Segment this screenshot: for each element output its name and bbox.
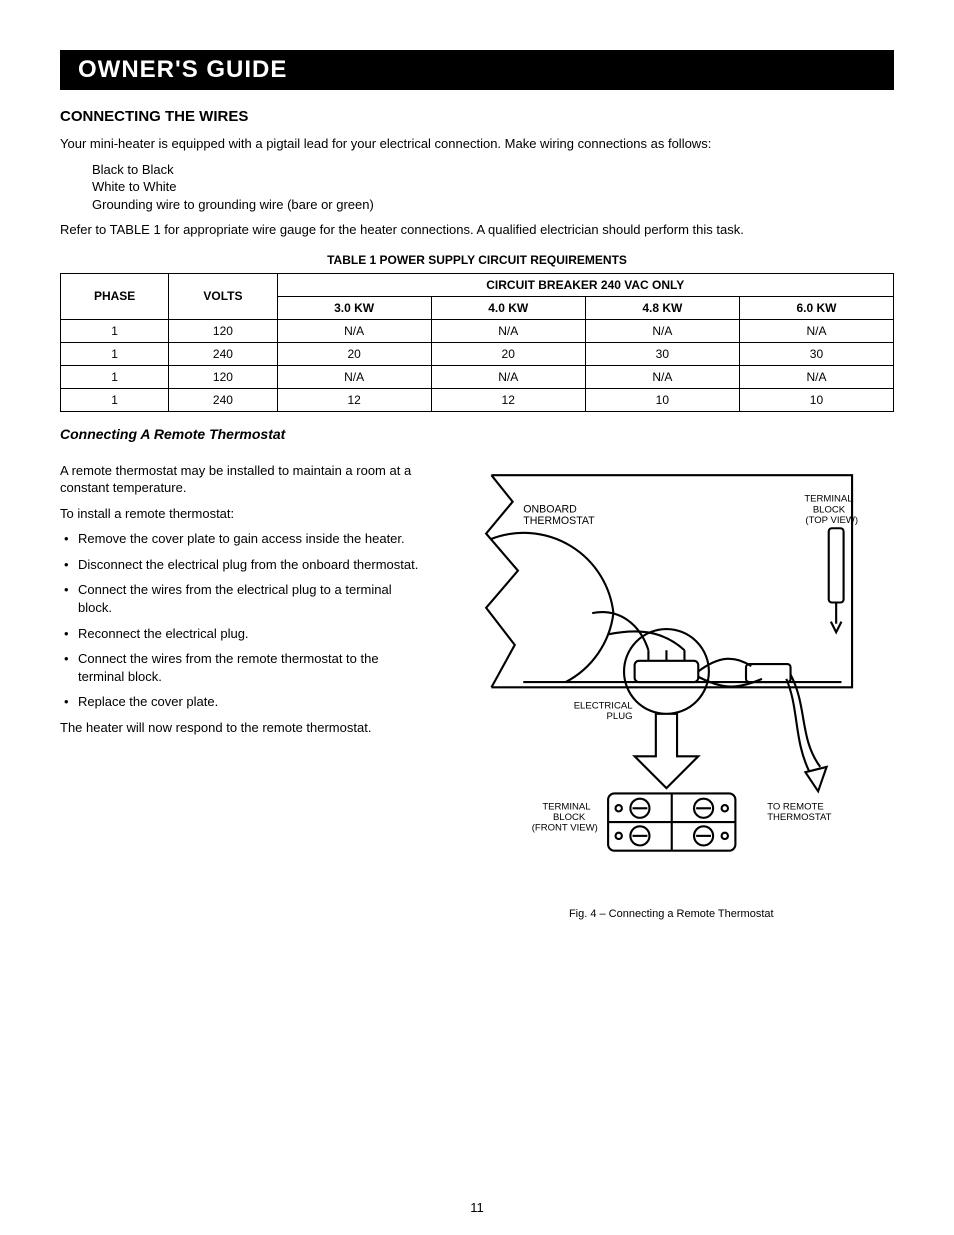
para-responds: The heater will now respond to the remot… <box>60 719 425 737</box>
list-item: Disconnect the electrical plug from the … <box>60 556 425 574</box>
cell: 120 <box>169 319 277 342</box>
cell: N/A <box>739 319 893 342</box>
figure-4: ONBOARD THERMOSTAT TERMINAL BLOCK (TOP V… <box>449 454 895 905</box>
table-row: 1 240 20 20 30 30 <box>61 342 894 365</box>
cell: 10 <box>739 388 893 411</box>
table-row: 1 120 N/A N/A N/A N/A <box>61 319 894 342</box>
svg-text:THERMOSTAT: THERMOSTAT <box>523 515 595 527</box>
list-item: Remove the cover plate to gain access in… <box>60 530 425 548</box>
table-row: 1 240 12 12 10 10 <box>61 388 894 411</box>
svg-text:BLOCK: BLOCK <box>552 812 585 823</box>
list-item: Connect the wires from the electrical pl… <box>60 581 425 616</box>
wire-line-1: Black to Black <box>92 162 174 177</box>
cell: N/A <box>431 319 585 342</box>
th-phase: PHASE <box>61 273 169 319</box>
cell: 20 <box>431 342 585 365</box>
intro-line: To install a remote thermostat: <box>60 505 425 523</box>
label-onboard: ONBOARD <box>523 503 577 515</box>
cell: 12 <box>431 388 585 411</box>
table1-caption: TABLE 1 POWER SUPPLY CIRCUIT REQUIREMENT… <box>60 253 894 267</box>
list-item: Replace the cover plate. <box>60 693 425 711</box>
cell: N/A <box>277 365 431 388</box>
svg-text:(FRONT VIEW): (FRONT VIEW) <box>531 822 597 833</box>
cell: 20 <box>277 342 431 365</box>
cell: 120 <box>169 365 277 388</box>
cell: 240 <box>169 388 277 411</box>
cell: N/A <box>585 365 739 388</box>
header-bar: OWNER'S GUIDE <box>60 50 894 90</box>
install-steps: Remove the cover plate to gain access in… <box>60 530 425 710</box>
para-remote-intro: A remote thermostat may be installed to … <box>60 462 425 497</box>
th-group: CIRCUIT BREAKER 240 VAC ONLY <box>277 273 893 296</box>
cell: 12 <box>277 388 431 411</box>
cell: N/A <box>277 319 431 342</box>
cell: N/A <box>739 365 893 388</box>
para-refer: Refer to TABLE 1 for appropriate wire ga… <box>60 221 894 239</box>
table-row: 1 120 N/A N/A N/A N/A <box>61 365 894 388</box>
svg-text:(TOP VIEW): (TOP VIEW) <box>805 515 858 526</box>
wire-list: Black to Black White to White Grounding … <box>92 161 894 214</box>
cell: 240 <box>169 342 277 365</box>
sub-heading: Connecting A Remote Thermostat <box>60 426 894 442</box>
svg-text:ELECTRICAL: ELECTRICAL <box>573 700 632 711</box>
wire-line-3: Grounding wire to grounding wire (bare o… <box>92 197 374 212</box>
th-sub-0: 3.0 KW <box>277 296 431 319</box>
th-sub-3: 6.0 KW <box>739 296 893 319</box>
svg-text:THERMOSTAT: THERMOSTAT <box>767 812 831 823</box>
thermostat-diagram-svg: ONBOARD THERMOSTAT TERMINAL BLOCK (TOP V… <box>449 454 895 900</box>
cell: 1 <box>61 342 169 365</box>
list-item: Reconnect the electrical plug. <box>60 625 425 643</box>
cell: 1 <box>61 319 169 342</box>
svg-text:PLUG: PLUG <box>606 711 632 722</box>
cell: 30 <box>739 342 893 365</box>
cell: 1 <box>61 365 169 388</box>
section-title: CONNECTING THE WIRES <box>60 108 894 125</box>
cell: N/A <box>585 319 739 342</box>
th-sub-2: 4.8 KW <box>585 296 739 319</box>
th-sub-1: 4.0 KW <box>431 296 585 319</box>
wire-line-2: White to White <box>92 179 177 194</box>
cell: 10 <box>585 388 739 411</box>
page-number: 11 <box>0 1200 954 1215</box>
th-volts: VOLTS <box>169 273 277 319</box>
figure-caption: Fig. 4 – Connecting a Remote Thermostat <box>449 908 895 920</box>
svg-text:TERMINAL: TERMINAL <box>542 801 590 812</box>
cell: 30 <box>585 342 739 365</box>
list-item: Connect the wires from the remote thermo… <box>60 650 425 685</box>
cell: 1 <box>61 388 169 411</box>
wire-gauge-table: PHASE VOLTS CIRCUIT BREAKER 240 VAC ONLY… <box>60 273 894 412</box>
cell: N/A <box>431 365 585 388</box>
svg-text:TO REMOTE: TO REMOTE <box>767 801 824 812</box>
svg-text:BLOCK: BLOCK <box>812 504 845 515</box>
svg-text:TERMINAL: TERMINAL <box>804 493 852 504</box>
para-intro: Your mini-heater is equipped with a pigt… <box>60 135 894 153</box>
